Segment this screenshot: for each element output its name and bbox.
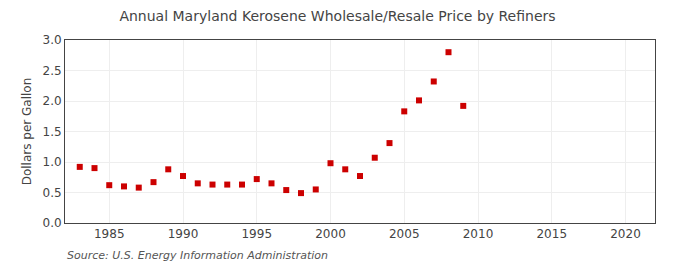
svg-text:0.0: 0.0 [43,216,62,230]
svg-text:2.0: 2.0 [43,94,62,108]
svg-text:1985: 1985 [94,227,125,241]
svg-text:1990: 1990 [168,227,199,241]
svg-text:Annual Maryland Kerosene Whole: Annual Maryland Kerosene Wholesale/Resal… [119,8,555,24]
svg-text:3.0: 3.0 [43,33,62,47]
svg-text:2010: 2010 [463,227,494,241]
svg-text:1.0: 1.0 [43,155,62,169]
svg-text:1995: 1995 [241,227,272,241]
svg-text:2020: 2020 [610,227,641,241]
svg-text:Source: U.S. Energy Informatio: Source: U.S. Energy Information Administ… [67,249,328,262]
svg-text:2015: 2015 [536,227,567,241]
svg-text:1.5: 1.5 [43,125,62,139]
svg-text:0.5: 0.5 [43,186,62,200]
svg-text:2000: 2000 [315,227,346,241]
svg-text:Dollars per Gallon: Dollars per Gallon [20,78,34,186]
svg-text:2.5: 2.5 [43,64,62,78]
svg-text:2005: 2005 [389,227,420,241]
